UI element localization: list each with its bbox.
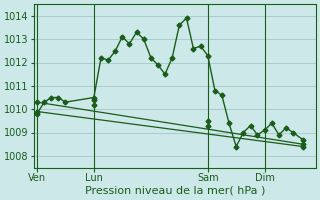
X-axis label: Pression niveau de la mer( hPa ): Pression niveau de la mer( hPa ) [85, 186, 265, 196]
